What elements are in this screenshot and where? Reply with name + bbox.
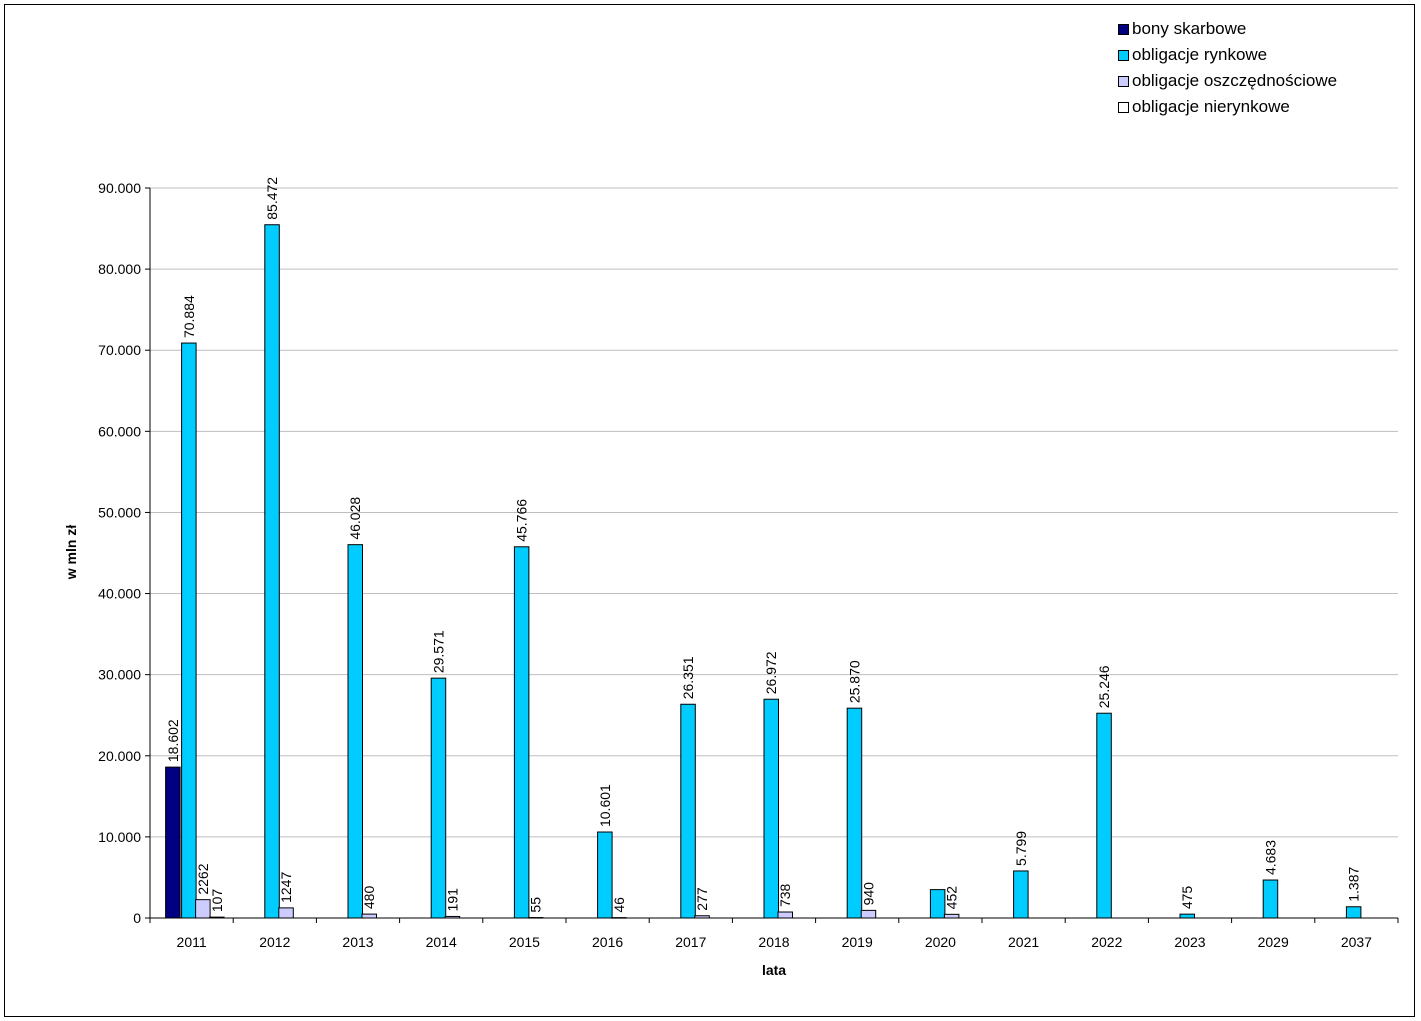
x-tick-label: 2018: [758, 934, 789, 950]
x-tick-label: 2021: [1008, 934, 1039, 950]
x-tick-label: 2019: [842, 934, 873, 950]
legend-label: bony skarbowe: [1132, 19, 1247, 38]
bar: [1013, 870, 1029, 919]
x-tick-label: 2023: [1174, 934, 1205, 950]
bar: [860, 909, 877, 919]
data-label: 1.387: [1346, 867, 1362, 902]
y-tick-label: 20.000: [98, 748, 141, 764]
x-tick-label: 2012: [259, 934, 290, 950]
y-tick-label: 50.000: [98, 504, 141, 520]
y-tick-label: 70.000: [98, 342, 141, 358]
data-label: 1247: [278, 872, 294, 903]
y-tick-label: 90.000: [98, 180, 141, 196]
x-tick-label: 2029: [1258, 934, 1289, 950]
y-tick-label: 0: [133, 910, 141, 926]
data-label: 70.884: [181, 295, 197, 338]
legend-label: obligacje rynkowe: [1132, 45, 1268, 64]
data-label: 277: [694, 887, 710, 911]
bar: [278, 907, 294, 919]
bar: [347, 544, 363, 919]
data-label: 46.028: [347, 497, 363, 540]
x-tick-label: 2020: [925, 934, 956, 950]
data-label: 25.246: [1096, 665, 1112, 708]
legend-swatch: [1118, 49, 1129, 61]
legend-item: bony skarbowe: [1118, 16, 1337, 42]
y-tick-label: 60.000: [98, 423, 141, 439]
data-label: 4.683: [1262, 840, 1278, 875]
bar: [1179, 913, 1195, 919]
data-label: 26.972: [763, 651, 779, 694]
bar: [513, 546, 530, 919]
y-tick-label: 80.000: [98, 261, 141, 277]
legend: bony skarbowe obligacje rynkowe obligacje …: [1118, 16, 1337, 120]
data-label: 29.571: [430, 630, 446, 673]
x-tick-label: 2014: [426, 934, 457, 950]
bar: [1262, 879, 1279, 919]
data-label: 45.766: [514, 499, 530, 542]
bar: [680, 703, 696, 919]
y-tick-label: 10.000: [98, 829, 141, 845]
data-label: 5.799: [1013, 831, 1029, 866]
data-label: 738: [777, 883, 793, 907]
bar: [264, 224, 280, 919]
data-label: 25.870: [846, 660, 862, 703]
data-label: 940: [860, 882, 876, 906]
y-tick-label: 40.000: [98, 586, 141, 602]
data-label: 107: [209, 889, 225, 913]
bar: [361, 913, 377, 919]
x-tick-label: 2016: [592, 934, 623, 950]
bar: [943, 913, 960, 919]
y-tick-label: 30.000: [98, 667, 141, 683]
data-label: 10.601: [597, 784, 613, 827]
data-label: 480: [361, 886, 377, 910]
legend-swatch: [1118, 75, 1129, 87]
legend-item: obligacje nierynkowe: [1118, 94, 1337, 120]
bar: [1345, 906, 1362, 919]
x-tick-label: 2037: [1341, 934, 1372, 950]
x-tick-label: 2013: [342, 934, 373, 950]
bar: [181, 342, 197, 919]
data-label: 191: [444, 888, 460, 912]
data-label: 26.351: [680, 656, 696, 699]
legend-swatch: [1118, 101, 1129, 113]
legend-swatch: [1118, 23, 1129, 35]
data-label: 46: [611, 897, 627, 913]
bar: [1096, 712, 1112, 919]
x-tick-label: 2011: [177, 934, 207, 950]
bar: [430, 677, 447, 919]
bar: [165, 766, 181, 919]
data-label: 475: [1179, 886, 1195, 910]
chart-frame: [4, 4, 1415, 1017]
x-tick-label: 2022: [1091, 934, 1122, 950]
legend-label: obligacje oszczędnościowe: [1132, 71, 1338, 90]
bars: [165, 224, 1362, 919]
y-axis-title: w mln zł: [63, 525, 79, 581]
x-tick-label: 2017: [675, 934, 706, 950]
data-labels: 18.602 70.884 85.472 46.028 29.571 45.766 10.6…: [165, 177, 1362, 913]
data-label: 85.472: [264, 177, 280, 220]
legend-label: obligacje nierynkowe: [1132, 97, 1290, 116]
legend-item: obligacje oszczędnościowe: [1118, 68, 1337, 94]
data-label: 2262: [195, 863, 211, 894]
data-label: 55: [528, 897, 544, 913]
x-tick-label: 2015: [509, 934, 540, 950]
data-label: 452: [944, 886, 960, 910]
x-axis-title: lata: [762, 962, 786, 978]
legend-item: obligacje rynkowe: [1118, 42, 1337, 68]
axes: 0 10.000 20.000 30.000 40.000 50.000 60.000 70.…: [98, 180, 1399, 950]
data-label: 18.602: [165, 719, 181, 762]
bar: [777, 911, 793, 919]
